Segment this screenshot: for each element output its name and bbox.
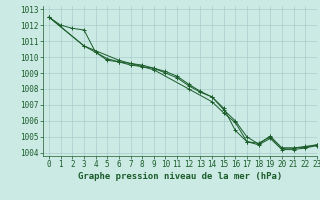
X-axis label: Graphe pression niveau de la mer (hPa): Graphe pression niveau de la mer (hPa) xyxy=(78,172,282,181)
